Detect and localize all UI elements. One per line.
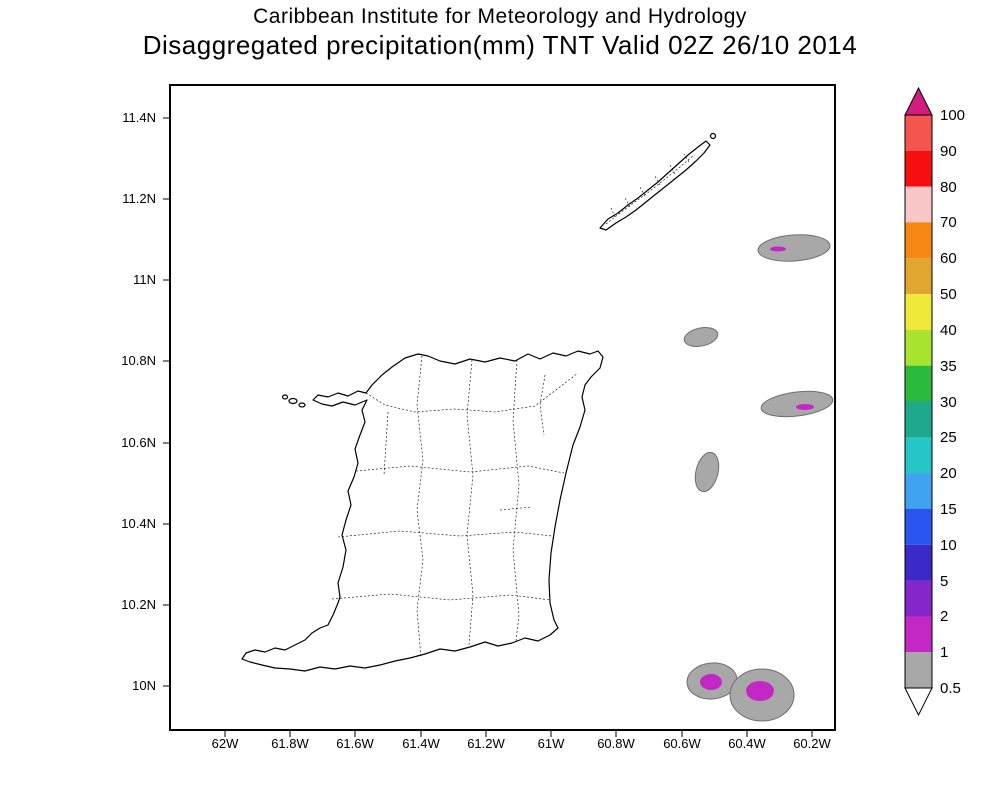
figure-subtitle: Disaggregated precipitation(mm) TNT Vali… xyxy=(142,30,858,60)
colorbar-segment xyxy=(905,473,932,509)
colorbar-arrow-above-max xyxy=(904,86,933,116)
colorbar-segment xyxy=(905,580,932,617)
colorbar-tick-label: 20 xyxy=(940,465,957,482)
colorbar: 100 90 80 70 60 50 40 35 30 25 20 15 10 … xyxy=(904,86,965,717)
y-tick-label: 11.2N xyxy=(122,191,156,206)
colorbar-segment xyxy=(905,401,932,438)
y-tick-label: 10N xyxy=(132,678,156,693)
x-tick-label: 62W xyxy=(211,736,239,751)
y-tick-label: 11.4N xyxy=(122,110,156,125)
x-tick-label: 61.8W xyxy=(271,736,309,751)
x-axis-ticks xyxy=(224,730,813,737)
x-tick-label: 60.4W xyxy=(728,736,766,751)
x-tick-label: 60.6W xyxy=(663,736,701,751)
x-tick-label: 61.6W xyxy=(336,736,374,751)
colorbar-tick-label: 30 xyxy=(940,394,957,411)
title-block: Caribbean Institute for Meteorology and … xyxy=(0,5,1000,61)
colorbar-tick-label: 50 xyxy=(940,286,957,303)
district-boundaries xyxy=(331,153,695,659)
colorbar-segments xyxy=(905,115,932,688)
colorbar-tick-label: 70 xyxy=(940,214,957,231)
bocas-islet xyxy=(288,397,298,405)
colorbar-segment xyxy=(905,329,932,366)
y-tick-label: 10.2N xyxy=(121,597,156,612)
y-axis-ticks xyxy=(163,117,170,687)
colorbar-segment xyxy=(905,115,932,151)
colorbar-tick-label: 0.5 xyxy=(940,680,961,697)
figure-title: Caribbean Institute for Meteorology and … xyxy=(253,5,747,28)
map-frame xyxy=(169,84,836,731)
colorbar-segment xyxy=(905,258,932,295)
colorbar-tick-label: 80 xyxy=(940,179,957,196)
colorbar-tick-label: 35 xyxy=(940,358,957,375)
colorbar-segment xyxy=(905,616,932,653)
map-plot xyxy=(163,84,836,737)
bocas-islet xyxy=(298,402,306,408)
colorbar-tick-label: 5 xyxy=(940,573,948,590)
x-tick-label: 60.2W xyxy=(793,736,831,751)
colorbar-tick-label: 10 xyxy=(940,537,957,554)
y-tick-label: 10.6N xyxy=(121,435,156,450)
x-tick-label: 61W xyxy=(537,736,565,751)
precip-core xyxy=(746,681,774,701)
colorbar-tick-label: 1 xyxy=(940,644,948,661)
colorbar-segment xyxy=(905,544,932,581)
precip-area xyxy=(757,234,831,262)
colorbar-tick-label: 100 xyxy=(940,107,965,124)
precip-area xyxy=(760,390,834,418)
precip-area xyxy=(694,451,720,493)
colorbar-tick-label: 40 xyxy=(940,322,957,339)
colorbar-segment xyxy=(905,508,932,545)
tobago-islet xyxy=(709,132,717,140)
colorbar-segment xyxy=(905,150,932,187)
tobago-coastline xyxy=(599,140,711,231)
colorbar-tick-label: 90 xyxy=(940,143,957,160)
colorbar-segment xyxy=(905,652,932,688)
colorbar-tick-label: 60 xyxy=(940,250,957,267)
colorbar-labels: 100 90 80 70 60 50 40 35 30 25 20 15 10 … xyxy=(940,107,965,697)
y-tick-label: 11N xyxy=(133,272,156,287)
x-tick-label: 61.2W xyxy=(467,736,505,751)
precip-core xyxy=(700,674,722,690)
x-tick-label: 61.4W xyxy=(402,736,440,751)
x-tick-label: 60.8W xyxy=(597,736,635,751)
colorbar-segment xyxy=(905,222,932,259)
y-tick-label: 10.8N xyxy=(121,353,156,368)
colorbar-tick-label: 2 xyxy=(940,608,948,625)
colorbar-arrow-below-min xyxy=(904,687,933,717)
colorbar-tick-label: 25 xyxy=(940,429,957,446)
trinidad-island xyxy=(241,350,604,672)
y-tick-label: 10.4N xyxy=(121,516,156,531)
precipitation-layer xyxy=(683,234,834,722)
precip-core xyxy=(796,404,814,410)
colorbar-segment xyxy=(905,365,932,402)
precip-area xyxy=(683,327,719,347)
trinidad-coastline xyxy=(241,350,604,672)
precip-core xyxy=(770,246,786,252)
colorbar-segment xyxy=(905,437,932,474)
colorbar-segment xyxy=(905,186,932,223)
tobago-island xyxy=(599,132,717,231)
colorbar-tick-label: 15 xyxy=(940,501,957,518)
colorbar-segment xyxy=(905,294,932,330)
bocas-islet xyxy=(281,394,289,400)
